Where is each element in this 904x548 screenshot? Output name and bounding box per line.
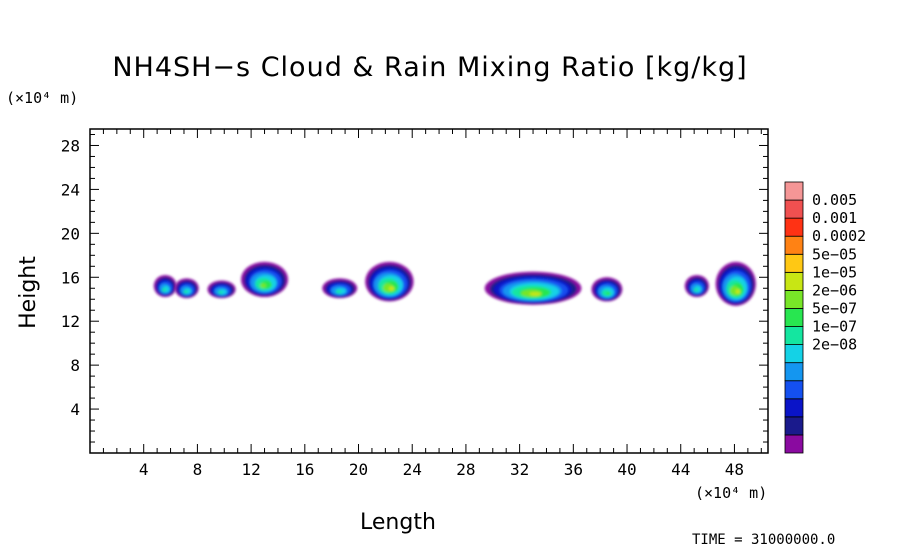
cloud-cell	[715, 261, 756, 306]
cloud-cell-contour	[335, 290, 342, 294]
cloud-cell	[484, 271, 582, 305]
cloud-cell	[241, 261, 289, 298]
colorbar-swatch	[784, 326, 804, 345]
colorbar-swatch	[784, 308, 804, 327]
x-tick-label: 40	[617, 460, 636, 479]
colorbar-label: 1e−07	[812, 318, 857, 336]
y-tick-label: 12	[61, 312, 80, 331]
cloud-cell-contour	[693, 288, 698, 292]
colorbar-label: 2e−08	[812, 336, 857, 354]
chart-title: NH4SH−s Cloud & Rain Mixing Ratio [kg/kg…	[112, 52, 748, 83]
colorbar-label: 5e−07	[812, 299, 857, 317]
cloud-cell	[153, 275, 177, 298]
x-tick-label: 28	[456, 460, 475, 479]
cloud-cell	[365, 261, 414, 302]
colorbar-swatch	[784, 380, 804, 400]
x-tick-label: 20	[349, 460, 368, 479]
colorbar-swatch	[784, 416, 804, 436]
cloud-cell-contour	[260, 283, 267, 288]
cloud-cell	[684, 275, 709, 298]
colorbar-swatch	[784, 271, 804, 291]
colorbar-label: 0.001	[812, 209, 857, 227]
colorbar-swatch	[784, 253, 804, 273]
x-tick-label: 36	[564, 460, 583, 479]
colorbar-swatch	[784, 289, 804, 309]
y-tick-label: 4	[70, 400, 80, 419]
colorbar-label: 5e−05	[812, 245, 857, 263]
colorbar-label: 1e−05	[812, 263, 857, 281]
colorbar-swatch	[784, 434, 804, 454]
x-tick-label: 8	[193, 460, 203, 479]
colorbar-swatch	[784, 235, 804, 255]
x-axis: 4 8 12 16 20 24 28 32 36 40 44 48	[102, 129, 762, 479]
x-tick-label: 32	[510, 460, 529, 479]
y-tick-label: 8	[70, 356, 80, 375]
x-tick-label: 44	[671, 460, 690, 479]
cloud-cell-contour	[606, 291, 611, 296]
plot-frame	[89, 128, 769, 454]
cloud-cell-contour	[218, 290, 223, 294]
y-axis: 4 8 12 16 20 24 28	[61, 133, 768, 443]
colorbar: 0.0050.0010.00025e−051e−052e−065e−071e−0…	[784, 181, 866, 454]
colorbar-label: 0.0002	[812, 227, 866, 245]
cloud-cell-contour	[735, 288, 741, 295]
x-tick-label: 48	[725, 460, 744, 479]
cloud-cell-contour	[162, 288, 167, 292]
cloud-cells	[153, 261, 756, 306]
cloud-cell	[591, 277, 623, 302]
colorbar-swatch	[784, 344, 804, 364]
y-tick-label: 24	[61, 180, 80, 199]
colorbar-label: 2e−06	[812, 281, 857, 299]
x-tick-label: 4	[139, 460, 149, 479]
y-tick-label: 16	[61, 268, 80, 287]
colorbar-swatch	[784, 181, 804, 201]
cloud-cell-contour	[529, 292, 541, 296]
x-tick-label: 12	[241, 460, 260, 479]
cloud-cell	[322, 278, 358, 299]
colorbar-label: 0.005	[812, 191, 857, 209]
x-axis-unit: (×10⁴ m)	[695, 484, 768, 502]
cloud-cell-contour	[388, 286, 395, 291]
colorbar-swatch	[784, 398, 804, 418]
colorbar-swatch	[784, 217, 804, 237]
y-tick-label: 20	[61, 224, 80, 243]
y-tick-label: 28	[61, 136, 80, 155]
cloud-cell	[207, 280, 236, 299]
x-tick-label: 24	[403, 460, 422, 479]
colorbar-swatch	[784, 362, 804, 382]
x-axis-label: Length	[360, 510, 436, 535]
colorbar-swatch	[784, 199, 804, 219]
x-tick-label: 16	[295, 460, 314, 479]
cloud-cell	[174, 278, 199, 299]
cloud-cell-contour	[183, 290, 188, 294]
y-axis-unit: (×10⁴ m)	[6, 89, 79, 107]
